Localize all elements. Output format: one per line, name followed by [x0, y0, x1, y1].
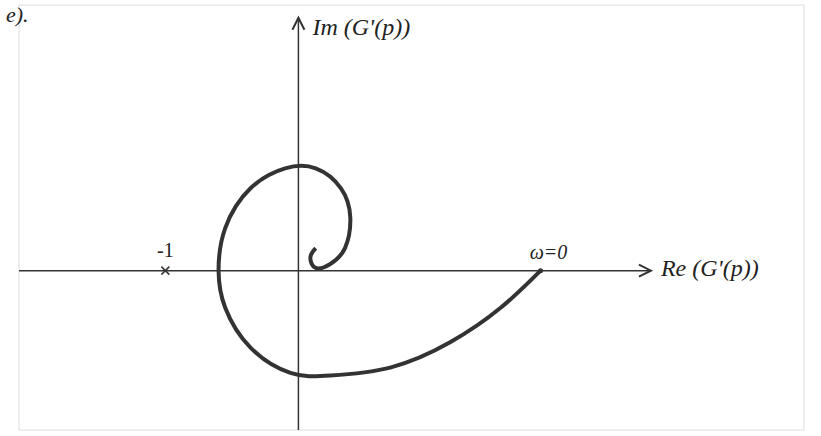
svg-text:-1: -1: [157, 239, 174, 261]
svg-text:Re (G'(p)): Re (G'(p)): [660, 255, 759, 281]
svg-text:ω=0: ω=0: [530, 241, 568, 263]
svg-text:Im (G'(p)): Im (G'(p)): [311, 14, 410, 40]
html-text:e).: e).: [6, 2, 29, 27]
